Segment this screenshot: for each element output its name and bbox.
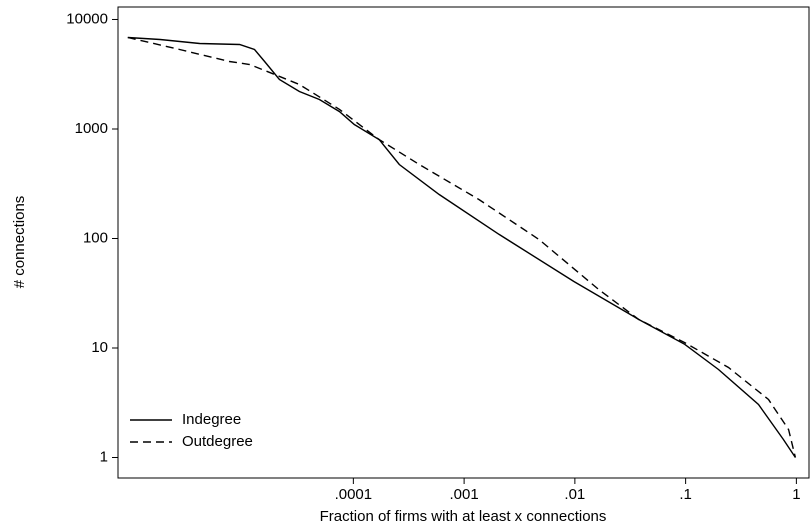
y-tick-label: 1000 <box>75 120 108 137</box>
y-tick-label: 10000 <box>66 10 108 27</box>
legend-label: Indegree <box>182 411 241 428</box>
x-tick-label: 1 <box>792 486 800 503</box>
legend-label: Outdegree <box>182 433 253 450</box>
y-axis-title: # connections <box>11 196 28 289</box>
x-axis-title: Fraction of firms with at least x connec… <box>320 508 607 525</box>
plot-frame <box>117 6 810 479</box>
series-line <box>127 36 797 458</box>
x-tick-label: .001 <box>450 486 479 503</box>
y-tick-label: 10 <box>91 339 108 356</box>
y-tick-label: 1 <box>100 448 108 465</box>
y-tick-label: 100 <box>83 229 108 246</box>
series-line <box>127 36 796 458</box>
x-tick-label: .0001 <box>335 486 373 503</box>
x-tick-label: .1 <box>679 486 692 503</box>
x-tick-label: .01 <box>564 486 585 503</box>
